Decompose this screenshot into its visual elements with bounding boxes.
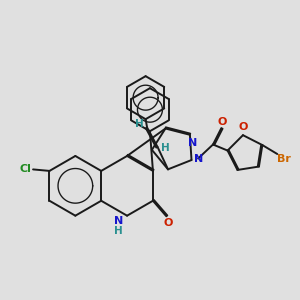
Text: Br: Br	[277, 154, 291, 164]
Text: O: O	[217, 116, 227, 127]
Text: N: N	[114, 216, 123, 226]
Text: N: N	[188, 138, 197, 148]
Text: O: O	[238, 122, 248, 132]
Text: H: H	[135, 119, 144, 129]
Text: N: N	[194, 154, 204, 164]
Text: H: H	[114, 226, 123, 236]
Text: H: H	[160, 143, 169, 153]
Text: Cl: Cl	[19, 164, 31, 174]
Text: O: O	[163, 218, 172, 228]
